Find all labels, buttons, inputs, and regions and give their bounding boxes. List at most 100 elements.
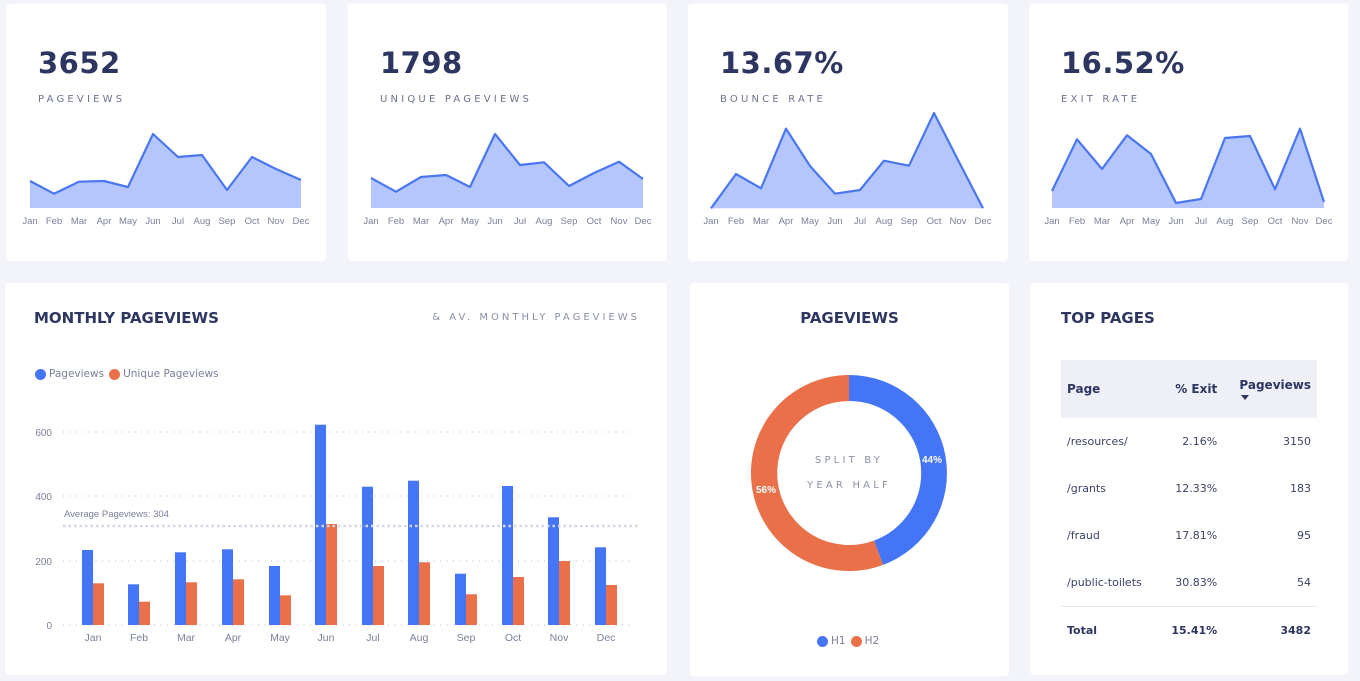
svg-text:Jul: Jul — [1195, 216, 1207, 227]
table-row[interactable]: /public-toilets 30.83% 54 — [1061, 559, 1317, 606]
svg-text:Mar: Mar — [753, 216, 769, 227]
svg-text:Mar: Mar — [177, 632, 196, 644]
svg-text:200: 200 — [35, 557, 52, 568]
donut-slice-h2[interactable] — [750, 375, 883, 571]
legend-item-pageviews[interactable]: Pageviews — [35, 368, 104, 380]
cell-total-label: Total — [1061, 605, 1159, 654]
svg-text:Dec: Dec — [597, 632, 616, 644]
exit-rate-sparkline: Jan Feb Mar Apr May Jun Jul Aug Sep Oct Nov Dec — [1044, 127, 1333, 227]
svg-text:Nov: Nov — [268, 216, 285, 227]
bars-unique-pageviews — [93, 524, 617, 625]
kpi-card-exit-rate: 16.52% EXIT RATE Jan Feb Mar Apr May Jun Jul Au… — [1029, 4, 1348, 261]
bar-chart-legend: Pageviews Unique Pageviews — [35, 368, 224, 380]
svg-text:Dec: Dec — [975, 216, 992, 227]
kpi-label: BOUNCE RATE — [720, 94, 827, 105]
svg-text:Jun: Jun — [145, 216, 160, 227]
sparkline-line — [710, 111, 984, 209]
kpi-card-pageviews: 3652 PAGEVIEWS Jan Feb Mar Apr May Jun Jul Aug S… — [6, 4, 326, 261]
cell-page: /grants — [1067, 482, 1106, 495]
kpi-value: 1798 — [380, 46, 463, 80]
svg-text:Apr: Apr — [225, 632, 242, 644]
svg-text:0: 0 — [46, 621, 52, 632]
svg-text:May: May — [1142, 216, 1160, 227]
legend-dot-orange — [850, 635, 862, 647]
cell-views: 54 — [1297, 575, 1311, 589]
pageviews-sparkline: Jan Feb Mar Apr May Jun Jul Aug Sep Oct Nov Dec — [22, 132, 310, 227]
svg-text:May: May — [119, 216, 137, 227]
legend-item-unique-pageviews[interactable]: Unique Pageviews — [109, 368, 219, 380]
cell-exit: 12.33% — [1175, 482, 1218, 495]
average-label: Average Pageviews: 304 — [64, 509, 169, 520]
top-pages-title: TOP PAGES — [1061, 309, 1155, 327]
cell-views: 183 — [1290, 482, 1311, 495]
svg-text:Feb: Feb — [1069, 216, 1085, 227]
svg-text:Sep: Sep — [457, 632, 476, 644]
sparkline-line — [29, 132, 302, 195]
svg-text:Feb: Feb — [728, 216, 744, 227]
cell-total-views: 3482 — [1223, 605, 1317, 654]
svg-text:Nov: Nov — [1292, 216, 1309, 227]
svg-text:Jun: Jun — [1168, 216, 1183, 227]
svg-text:Sep: Sep — [901, 216, 918, 227]
svg-text:Sep: Sep — [1242, 216, 1259, 227]
svg-text:Mar: Mar — [1094, 216, 1110, 227]
legend-item-h1[interactable]: H1 — [817, 635, 846, 647]
svg-text:Feb: Feb — [130, 632, 148, 644]
svg-text:Oct: Oct — [927, 216, 942, 227]
svg-text:Feb: Feb — [46, 216, 62, 227]
bars-pageviews — [82, 424, 606, 625]
svg-text:Aug: Aug — [1217, 216, 1234, 227]
sparkline-x-labels: Jan Feb Mar Apr May Jun Jul Aug Sep Oct Nov Dec — [363, 216, 651, 227]
kpi-value: 13.67% — [720, 46, 844, 80]
cell-page: /fraud — [1067, 529, 1100, 542]
table-row[interactable]: /fraud 17.81% 95 — [1061, 512, 1317, 559]
y-axis-labels: 0 200 400 600 — [35, 428, 52, 632]
cell-page: /resources/ — [1067, 435, 1128, 448]
svg-text:Apr: Apr — [779, 216, 794, 227]
donut-slice-h1[interactable] — [849, 375, 947, 565]
cell-views: 95 — [1297, 529, 1311, 542]
column-header-page[interactable]: Page — [1061, 360, 1159, 418]
svg-text:Sep: Sep — [219, 216, 236, 227]
svg-text:May: May — [461, 216, 479, 227]
kpi-value: 16.52% — [1061, 46, 1185, 80]
svg-text:Nov: Nov — [950, 216, 967, 227]
table-header-row: Page % Exit Pageviews — [1061, 360, 1317, 418]
sparkline-line — [1051, 127, 1326, 205]
column-header-pageviews[interactable]: Pageviews — [1223, 360, 1317, 418]
svg-text:400: 400 — [35, 492, 52, 503]
kpi-label: EXIT RATE — [1061, 94, 1141, 105]
kpi-card-unique-pageviews: 1798 UNIQUE PAGEVIEWS Jan Feb Mar Apr May Jun… — [348, 4, 667, 261]
kpi-card-bounce-rate: 13.67% BOUNCE RATE Jan Feb Mar Apr May Jun Jul… — [688, 4, 1008, 261]
svg-text:Nov: Nov — [611, 216, 628, 227]
svg-text:Jan: Jan — [363, 216, 378, 227]
legend-item-h2[interactable]: H2 — [850, 635, 879, 647]
svg-text:Dec: Dec — [293, 216, 310, 227]
sort-descending-icon — [1241, 395, 1250, 400]
table-row[interactable]: /resources/ 2.16% 3150 — [1061, 418, 1317, 465]
top-pages-card: TOP PAGES Page % Exit Pageviews /resourc… — [1030, 283, 1348, 675]
svg-text:Oct: Oct — [505, 632, 521, 644]
cell-exit: 17.81% — [1175, 529, 1218, 542]
svg-text:Dec: Dec — [635, 216, 652, 227]
monthly-bar-chart: 0 200 400 600 — [35, 424, 638, 644]
y-gridlines — [63, 431, 633, 626]
column-header-exit[interactable]: % Exit — [1158, 360, 1224, 418]
pageviews-donut-card: PAGEVIEWS 44% 56% SPLIT BY YEAR HALF H1 … — [690, 283, 1009, 676]
monthly-pageviews-title: MONTHLY PAGEVIEWS — [34, 309, 219, 327]
donut-legend: H1 H2 — [817, 635, 884, 647]
svg-text:May: May — [801, 216, 819, 227]
monthly-pageviews-subtitle: & AV. MONTHLY PAGEVIEWS — [432, 312, 640, 323]
cell-exit: 2.16% — [1182, 435, 1218, 448]
monthly-pageviews-card: MONTHLY PAGEVIEWS & AV. MONTHLY PAGEVIEW… — [5, 283, 667, 675]
svg-text:Jan: Jan — [703, 216, 718, 227]
table-row[interactable]: /grants 12.33% 183 — [1061, 465, 1317, 512]
svg-text:Jul: Jul — [366, 632, 379, 644]
bounce-rate-sparkline: Jan Feb Mar Apr May Jun Jul Aug Sep Oct Nov Dec — [703, 111, 992, 227]
svg-text:Aug: Aug — [410, 632, 429, 644]
svg-text:Jun: Jun — [318, 632, 335, 644]
svg-text:Jul: Jul — [514, 216, 526, 227]
svg-text:Dec: Dec — [1316, 216, 1333, 227]
sparkline-area — [1052, 128, 1324, 208]
svg-text:Apr: Apr — [1120, 216, 1135, 227]
